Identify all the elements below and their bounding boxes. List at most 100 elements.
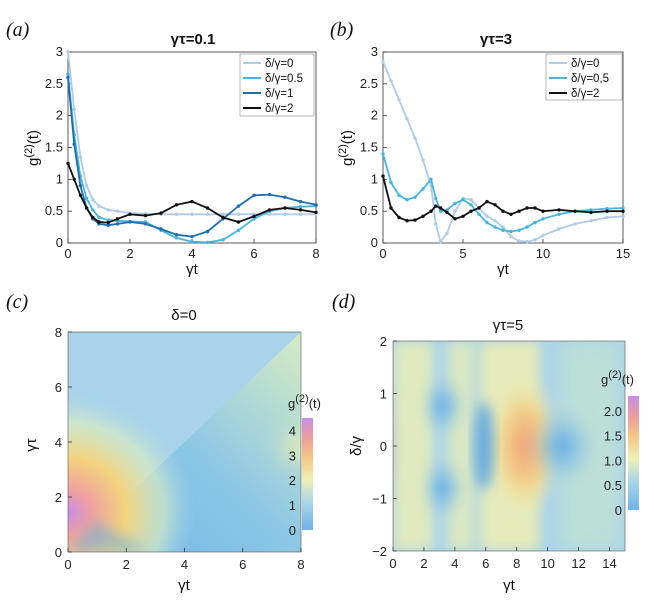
data-point [190, 240, 194, 244]
data-point [493, 203, 497, 207]
data-point [413, 136, 417, 140]
colorbar-tick-label: 0.5 [604, 478, 622, 493]
chart-d-title: γτ=5 [493, 317, 524, 334]
data-point [314, 203, 318, 207]
y-tick-label: 1 [371, 171, 378, 186]
colorbar-tick-label: 4 [289, 423, 296, 438]
data-point [405, 117, 409, 121]
data-point [533, 238, 537, 242]
data-point [267, 212, 272, 216]
panel-label-a: (a) [6, 19, 30, 41]
chart-c-xlabel: γt [178, 577, 191, 594]
y-tick-label: 4 [55, 435, 62, 450]
x-tick-label: 2 [123, 557, 130, 572]
legend-label: δ/γ=0 [571, 58, 599, 70]
data-point [389, 180, 393, 185]
data-point [78, 155, 83, 159]
data-point [605, 209, 609, 213]
data-point [267, 208, 272, 212]
data-point [298, 199, 303, 204]
data-point [501, 228, 505, 232]
data-point [621, 206, 625, 210]
data-point [509, 229, 513, 234]
y-tick-label: 3 [371, 44, 378, 59]
x-tick-label: 4 [181, 557, 188, 572]
data-point [389, 206, 393, 210]
data-point [541, 209, 545, 213]
data-point [174, 236, 179, 240]
data-point [236, 228, 241, 232]
heatmap-c: δ=0 0 2 4 6 8 0 2 4 6 8 γt γτ g(2)(t) 0 1 2 3 4 [23, 307, 321, 594]
chart-a-xlabel: γt [186, 261, 199, 278]
x-tick-label: 15 [616, 246, 630, 261]
data-point [72, 107, 76, 112]
data-point [525, 225, 529, 229]
data-point [589, 210, 593, 215]
data-point [469, 198, 473, 202]
data-point [66, 161, 70, 166]
x-tick-label: 8 [513, 556, 520, 571]
y-tick-label: 2 [56, 108, 63, 123]
data-point [397, 193, 401, 197]
data-point [283, 212, 287, 216]
x-tick-label: 10 [536, 246, 550, 261]
data-point [533, 220, 537, 225]
y-tick-label: 2.5 [360, 76, 378, 91]
data-point [397, 215, 401, 220]
data-point [298, 212, 303, 216]
data-point [557, 227, 561, 231]
x-tick-label: 8 [297, 557, 304, 572]
data-point [66, 75, 70, 80]
line-chart-b: γτ=3 0 5 10 15 0 0.5 1 1.5 2 2.5 3 γt g(2)(t) δ/γ… [337, 31, 630, 278]
data-point [525, 240, 529, 244]
legend-label: δ/γ=2 [571, 88, 599, 100]
data-point [477, 206, 481, 210]
chart-d-ylabel: δ/γ [348, 435, 365, 456]
data-point [78, 193, 83, 197]
data-point [91, 198, 95, 202]
data-point [485, 199, 489, 204]
data-point [405, 198, 409, 202]
chart-c-ylabel: γτ [23, 438, 40, 452]
y-tick-label: 1 [380, 387, 387, 402]
data-point [91, 208, 95, 212]
colorbar-tick-label: 1.0 [604, 453, 622, 468]
data-point [205, 229, 210, 234]
data-point [91, 215, 95, 220]
legend-label: δ/γ=0 [265, 58, 293, 70]
chart-c-title: δ=0 [171, 307, 196, 324]
heatmap-d-field [393, 341, 625, 551]
data-point [453, 217, 457, 221]
y-tick-label: 0.5 [45, 203, 63, 218]
legend-label: δ/γ=0,5 [571, 73, 609, 85]
data-point [573, 209, 577, 213]
data-point [115, 217, 120, 221]
y-tick-label: −1 [372, 492, 387, 507]
x-tick-label: 8 [312, 246, 319, 261]
data-point [493, 225, 497, 229]
data-point [205, 240, 210, 245]
data-point [533, 206, 537, 210]
data-point [621, 214, 625, 218]
data-point [621, 209, 625, 213]
data-point [221, 238, 225, 242]
chart-c-colorbar-label: g(2)(t) [288, 393, 321, 411]
data-point [190, 199, 194, 204]
x-tick-label: 2 [420, 556, 427, 571]
data-point [221, 215, 225, 220]
chart-b-title: γτ=3 [480, 31, 512, 48]
legend-label: δ/γ=2 [265, 103, 293, 115]
data-point [445, 210, 449, 215]
data-point [106, 208, 111, 212]
data-point [174, 203, 179, 207]
data-point [381, 152, 385, 156]
x-tick-label: 10 [540, 556, 554, 571]
data-point [115, 209, 120, 213]
heatmap-c-field [68, 332, 301, 552]
data-point [469, 209, 473, 213]
data-point [66, 72, 70, 77]
x-tick-label: 2 [126, 246, 133, 261]
data-point [517, 228, 521, 232]
data-point [485, 214, 489, 218]
y-tick-label: 2 [371, 108, 378, 123]
